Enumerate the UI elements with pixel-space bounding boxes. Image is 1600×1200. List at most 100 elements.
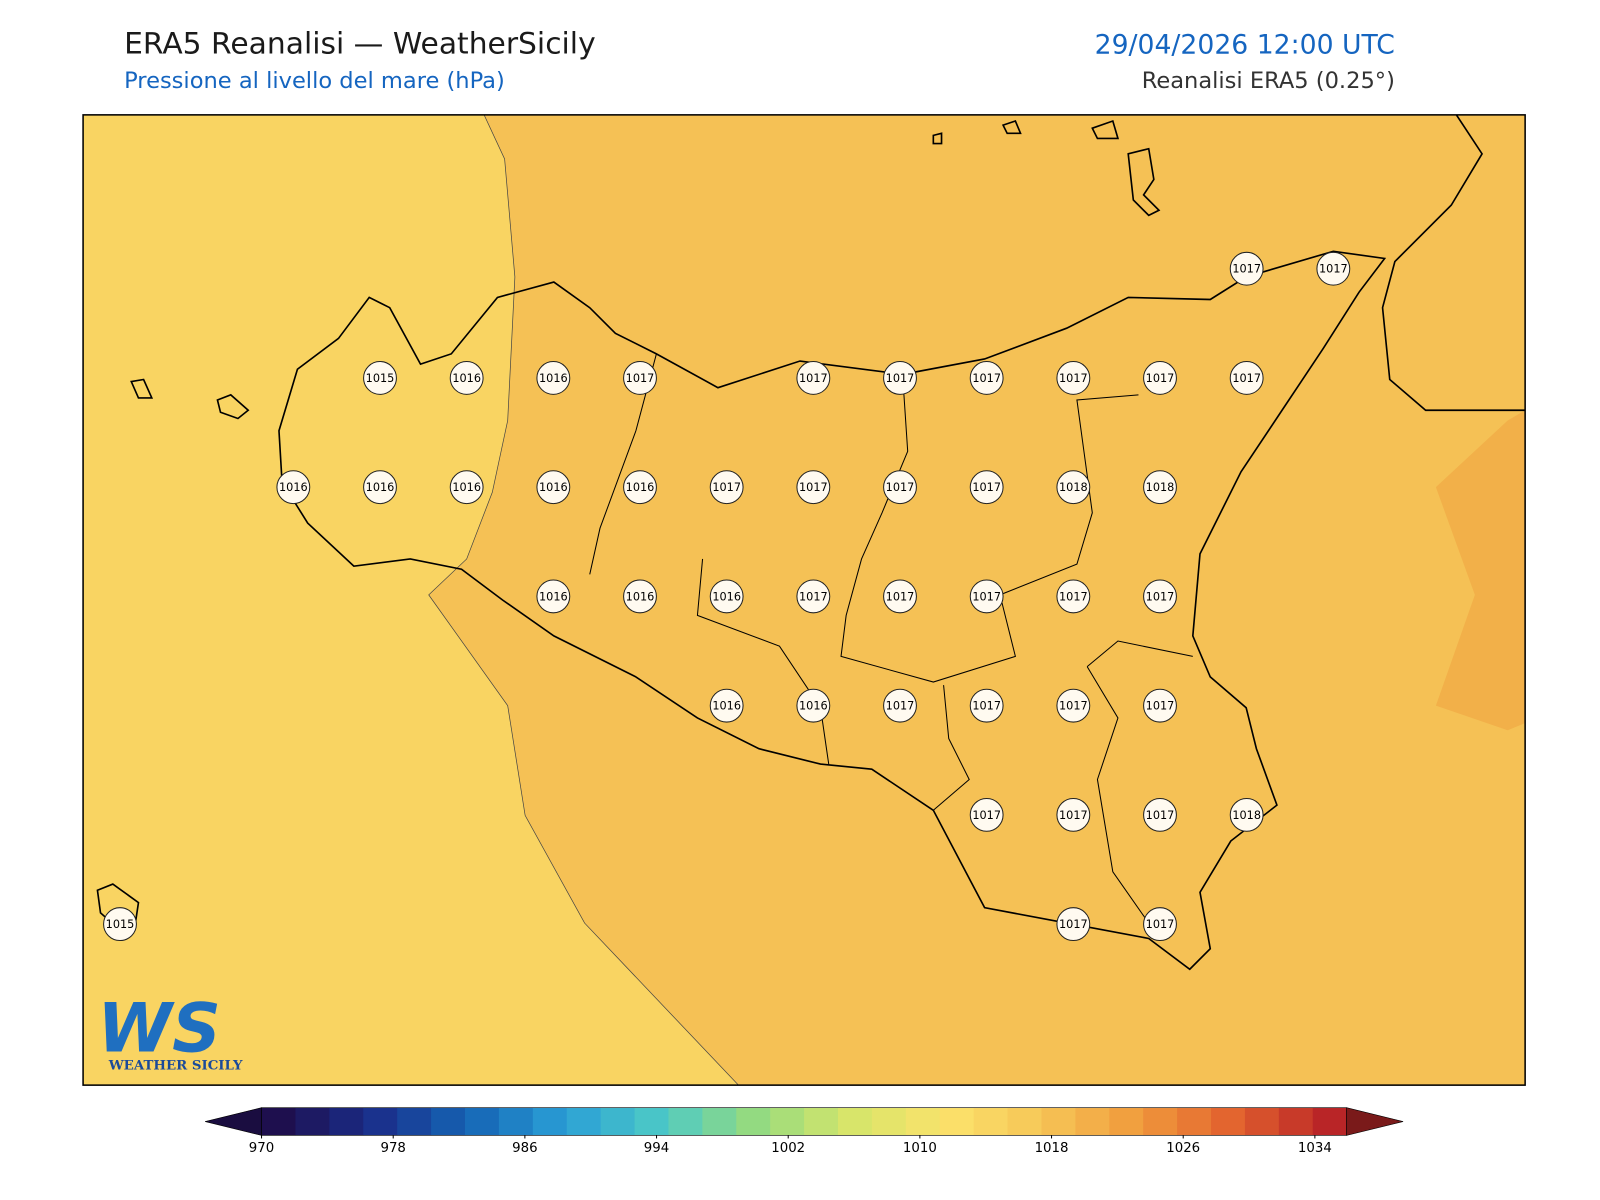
station-marker [969, 361, 1004, 395]
station-marker [796, 688, 831, 723]
station-marker [883, 470, 917, 505]
station-value: 1017 [1232, 263, 1261, 276]
station-value: 1017 [972, 809, 1001, 822]
station-marker [449, 470, 484, 505]
station-value: 1017 [799, 372, 828, 385]
station-marker [1143, 907, 1177, 942]
station-marker [536, 579, 571, 614]
station-marker [709, 688, 744, 723]
station-value: 1017 [1059, 700, 1088, 713]
colorbar-segment [363, 1107, 398, 1136]
colorbar-segment [1007, 1107, 1042, 1136]
station-value: 1016 [452, 481, 481, 494]
colorbar-tick-label: 978 [380, 1141, 405, 1156]
station-layer: 1017 1017 1015 1016 1016 1017 1017 1017 1017 1017… [103, 251, 1351, 942]
station-marker [796, 361, 831, 395]
station-marker [796, 470, 831, 505]
station-value: 1015 [366, 372, 395, 385]
logo-initials: WS [97, 988, 220, 1067]
colorbar-segment [770, 1107, 805, 1136]
station-marker [103, 907, 137, 942]
colorbar-segment [397, 1107, 432, 1136]
colorbar-segment [566, 1107, 602, 1136]
station-value: 1016 [712, 590, 741, 603]
colorbar-tick-label: 1026 [1166, 1141, 1200, 1156]
station-value: 1017 [1146, 372, 1175, 385]
station-value: 1017 [1146, 590, 1175, 603]
station-marker [1056, 579, 1091, 614]
station-value: 1017 [712, 481, 741, 494]
station-marker [969, 688, 1004, 723]
logo: WS WEATHER SICILY [97, 988, 243, 1073]
colorbar-segment [634, 1107, 669, 1136]
station-value: 1017 [1319, 263, 1348, 276]
colorbar-tick-label: 1018 [1035, 1141, 1069, 1156]
colorbar-segment [702, 1107, 737, 1136]
station-marker [1316, 251, 1351, 286]
station-value: 1017 [626, 372, 655, 385]
title: ERA5 Reanalisi — WeatherSicily [124, 26, 596, 61]
station-marker [883, 688, 917, 723]
colorbar-segment [295, 1107, 330, 1136]
colorbar-segment [838, 1107, 873, 1136]
colorbar-segment [431, 1107, 466, 1136]
colorbar-segment [1041, 1107, 1076, 1136]
station-value: 1017 [886, 481, 915, 494]
station-marker [1143, 470, 1177, 505]
station-marker [623, 470, 657, 505]
map-area: 1017 1017 1015 1016 1016 1017 1017 1017 1017 1017… [83, 114, 1526, 1086]
station-value: 1016 [799, 700, 828, 713]
colorbar-tick-label: 1010 [903, 1141, 937, 1156]
station-value: 1018 [1059, 481, 1088, 494]
colorbar-tick-label: 986 [512, 1141, 537, 1156]
colorbar-extend-low [205, 1107, 262, 1136]
station-marker [709, 579, 744, 614]
station-marker [969, 470, 1004, 505]
colorbar-segment [1211, 1107, 1246, 1136]
station-value: 1017 [1146, 700, 1175, 713]
station-value: 1016 [539, 372, 568, 385]
colorbar-segment [736, 1107, 771, 1136]
map-frame [82, 114, 1526, 1086]
colorbar-segment [600, 1107, 636, 1136]
source: Reanalisi ERA5 (0.25°) [1142, 68, 1395, 94]
datetime: 29/04/2026 12:00 UTC [1095, 29, 1395, 60]
colorbar-extend-high [1346, 1107, 1404, 1136]
colorbar-segment [1244, 1107, 1280, 1136]
station-marker [536, 470, 571, 505]
colorbar-frame [261, 1107, 1347, 1136]
colorbar-segment [1312, 1107, 1348, 1136]
station-marker [969, 797, 1004, 832]
station-value: 1017 [972, 372, 1001, 385]
station-marker [969, 579, 1004, 614]
station-value: 1017 [1232, 372, 1261, 385]
station-value: 1017 [1146, 809, 1175, 822]
colorbar-segment [1075, 1107, 1110, 1136]
colorbar-segment [261, 1107, 296, 1136]
station-marker [1056, 470, 1091, 505]
colorbar-segment [465, 1107, 500, 1136]
station-marker [1229, 797, 1264, 832]
colorbar-segment [973, 1107, 1009, 1136]
colorbar-segment [1143, 1107, 1178, 1136]
station-value: 1016 [539, 590, 568, 603]
colorbar-tick-label: 970 [249, 1141, 274, 1156]
station-marker [1056, 688, 1091, 723]
station-value: 1015 [106, 918, 135, 931]
station-marker [276, 470, 311, 505]
colorbar-segment [532, 1107, 568, 1136]
station-marker [363, 470, 397, 505]
station-value: 1016 [626, 481, 655, 494]
station-value: 1016 [366, 481, 395, 494]
station-value: 1017 [1059, 372, 1088, 385]
colorbar-segment [1177, 1107, 1212, 1136]
station-marker [449, 361, 484, 395]
station-marker [796, 579, 831, 614]
station-marker [1056, 907, 1091, 942]
station-value: 1016 [279, 481, 308, 494]
colorbar-tick-label: 994 [644, 1141, 669, 1156]
station-marker [363, 361, 397, 395]
station-value: 1017 [886, 590, 915, 603]
station-marker [1229, 361, 1264, 395]
